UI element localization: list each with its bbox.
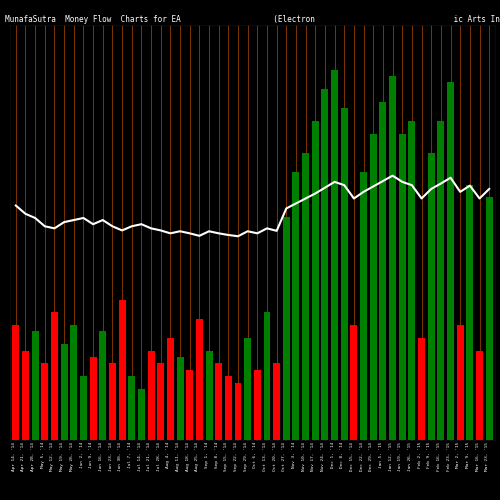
Bar bbox=[341, 108, 348, 440]
Bar bbox=[322, 89, 328, 440]
Bar bbox=[225, 376, 232, 440]
Bar bbox=[254, 370, 261, 440]
Bar bbox=[186, 370, 193, 440]
Bar bbox=[399, 134, 406, 440]
Bar bbox=[438, 121, 444, 440]
Bar bbox=[100, 332, 106, 440]
Text: MunafaSutra  Money Flow  Charts for EA                    (Electron             : MunafaSutra Money Flow Charts for EA (El… bbox=[5, 15, 500, 24]
Bar bbox=[157, 364, 164, 440]
Bar bbox=[302, 152, 309, 440]
Bar bbox=[476, 350, 483, 440]
Bar bbox=[32, 332, 38, 440]
Bar bbox=[80, 376, 87, 440]
Bar bbox=[128, 376, 135, 440]
Bar bbox=[22, 350, 29, 440]
Bar bbox=[70, 325, 77, 440]
Bar bbox=[360, 172, 367, 440]
Bar bbox=[273, 364, 280, 440]
Bar bbox=[60, 344, 68, 440]
Bar bbox=[312, 121, 319, 440]
Bar bbox=[292, 172, 300, 440]
Bar bbox=[380, 102, 386, 440]
Bar bbox=[90, 357, 96, 440]
Bar bbox=[389, 76, 396, 440]
Bar bbox=[42, 364, 48, 440]
Bar bbox=[148, 350, 154, 440]
Bar bbox=[196, 318, 203, 440]
Bar bbox=[215, 364, 222, 440]
Bar bbox=[350, 325, 358, 440]
Bar bbox=[418, 338, 425, 440]
Bar bbox=[456, 325, 464, 440]
Bar bbox=[51, 312, 58, 440]
Bar bbox=[264, 312, 270, 440]
Bar bbox=[331, 70, 338, 440]
Bar bbox=[370, 134, 376, 440]
Bar bbox=[167, 338, 174, 440]
Bar bbox=[408, 121, 416, 440]
Bar bbox=[118, 300, 126, 440]
Bar bbox=[206, 350, 212, 440]
Bar bbox=[447, 82, 454, 440]
Bar bbox=[138, 389, 145, 440]
Bar bbox=[428, 152, 434, 440]
Bar bbox=[109, 364, 116, 440]
Bar bbox=[234, 382, 242, 440]
Bar bbox=[12, 325, 20, 440]
Bar bbox=[244, 338, 251, 440]
Bar bbox=[176, 357, 184, 440]
Bar bbox=[486, 198, 492, 440]
Bar bbox=[466, 184, 473, 440]
Bar bbox=[283, 216, 290, 440]
